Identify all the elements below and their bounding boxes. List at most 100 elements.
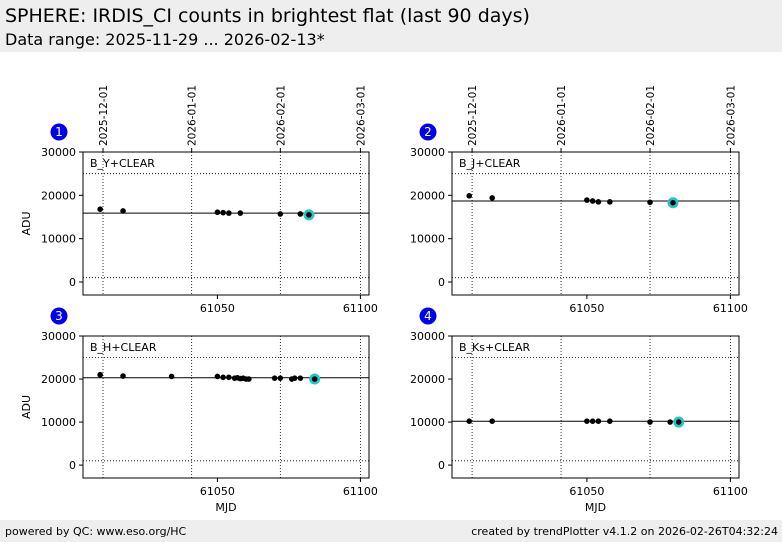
data-point	[595, 418, 602, 425]
y-tick-label: 30000	[41, 146, 76, 159]
y-tick-label: 20000	[410, 189, 445, 202]
y-tick-label: 0	[69, 459, 76, 472]
data-point	[214, 209, 221, 216]
panel-number-label: 1	[55, 125, 63, 139]
panel-label: B_H+CLEAR	[90, 341, 157, 354]
panel-label: B_J+CLEAR	[459, 157, 521, 170]
data-point	[297, 211, 304, 217]
data-point	[277, 211, 284, 217]
data-point	[584, 418, 590, 425]
x-tick-label: 61100	[343, 485, 378, 498]
trend-charts: 1 2025-12-01 2026-01-01 2026-02-01 2026-03-0…	[20, 85, 748, 514]
data-point	[120, 208, 126, 214]
data-point	[277, 375, 284, 381]
x-tick-label: 61050	[200, 302, 235, 315]
data-point	[168, 373, 175, 380]
data-point	[589, 418, 596, 425]
y-tick-label: 10000	[41, 233, 76, 246]
report-footer: powered by QC: www.eso.org/HC created by…	[0, 520, 782, 542]
panel-number-label: 3	[55, 309, 63, 323]
top-date-label: 2026-02-01	[275, 85, 287, 146]
x-axis-label: MJD	[215, 501, 236, 514]
x-tick-label: 61100	[343, 302, 378, 315]
y-axis-label: ADU	[20, 211, 33, 235]
plot-frame	[451, 151, 740, 296]
data-point	[297, 375, 304, 381]
data-point	[120, 373, 126, 379]
report-header: SPHERE: IRDIS_CI counts in brightest fla…	[0, 0, 782, 52]
y-tick-label: 20000	[41, 373, 76, 386]
powered-by-link[interactable]: powered by QC: www.eso.org/HC	[5, 525, 187, 538]
y-tick-label: 20000	[41, 189, 76, 202]
data-point	[647, 419, 653, 425]
data-point	[607, 418, 613, 425]
data-point	[97, 206, 103, 212]
y-axis-label: ADU	[20, 395, 33, 419]
created-by-note: created by trendPlotter v4.1.2 on 2026-0…	[471, 525, 778, 538]
top-date-label: 2026-03-01	[355, 85, 367, 146]
y-tick-label: 10000	[410, 416, 445, 429]
panel-label: B_Y+CLEAR	[90, 157, 155, 170]
plot-frame	[82, 335, 370, 479]
y-tick-label: 20000	[410, 373, 445, 386]
y-tick-label: 30000	[41, 330, 76, 343]
top-date-label: 2025-12-01	[467, 85, 479, 146]
panel-number-label: 2	[424, 125, 432, 139]
panel-number-badge	[50, 307, 68, 325]
x-tick-label: 61050	[200, 485, 235, 498]
data-point	[291, 375, 298, 381]
panel-label: B_Ks+CLEAR	[459, 341, 530, 354]
data-point	[214, 373, 221, 380]
y-tick-label: 0	[69, 276, 76, 289]
data-point	[607, 199, 613, 205]
data-point	[246, 376, 252, 382]
y-tick-label: 30000	[410, 330, 445, 343]
y-tick-label: 10000	[410, 233, 445, 246]
plot-frame	[82, 151, 370, 296]
data-point	[237, 210, 244, 216]
top-date-label: 2025-12-01	[98, 85, 110, 146]
top-date-label: 2026-01-01	[556, 85, 568, 146]
y-tick-label: 30000	[410, 146, 445, 159]
latest-point	[311, 376, 318, 382]
x-tick-label: 61100	[713, 302, 748, 315]
panel-number-badge	[419, 307, 437, 325]
data-range-subtitle: Data range: 2025-11-29 ... 2026-02-13*	[5, 30, 325, 49]
data-point	[271, 375, 278, 381]
data-point	[489, 195, 495, 201]
x-tick-label: 61050	[569, 485, 604, 498]
chart-panel-1: 1 2025-12-01 2026-01-01 2026-02-01 2026-03-0…	[20, 85, 378, 315]
latest-point	[675, 419, 682, 425]
top-date-label: 2026-01-01	[187, 85, 199, 146]
data-point	[220, 374, 226, 381]
y-tick-label: 0	[438, 459, 445, 472]
y-tick-label: 10000	[41, 416, 76, 429]
data-point	[226, 374, 232, 381]
panel-number-badge	[50, 123, 68, 141]
data-point	[489, 418, 495, 425]
data-point	[667, 419, 673, 425]
top-date-label: 2026-03-01	[725, 85, 737, 146]
latest-point	[670, 199, 676, 206]
chart-panel-2: 2 2025-12-01 2026-01-01 2026-02-01 2026-03-0…	[410, 85, 748, 315]
chart-panel-3: 3 0 10000 20000 30000 61050 61100 B_H+CLEAR ADU M…	[20, 307, 378, 514]
data-point	[466, 418, 473, 425]
x-tick-label: 61100	[713, 485, 748, 498]
x-axis-label: MJD	[585, 501, 606, 514]
data-point	[220, 209, 226, 216]
panel-number-label: 4	[424, 309, 432, 323]
panel-number-badge	[419, 123, 437, 141]
page-title: SPHERE: IRDIS_CI counts in brightest fla…	[5, 5, 530, 27]
data-point	[97, 371, 103, 378]
plot-frame	[451, 335, 740, 479]
data-point	[226, 210, 232, 216]
x-tick-label: 61050	[569, 302, 604, 315]
data-point	[647, 199, 653, 206]
data-point	[466, 192, 473, 199]
data-point	[595, 199, 602, 205]
latest-point	[306, 212, 312, 218]
chart-panel-4: 4 0 10000 20000 30000 61050 61100 B_Ks+CLEAR MJD	[410, 307, 748, 514]
y-tick-label: 0	[438, 276, 445, 289]
top-date-label: 2026-02-01	[645, 85, 657, 146]
data-point	[589, 198, 596, 204]
